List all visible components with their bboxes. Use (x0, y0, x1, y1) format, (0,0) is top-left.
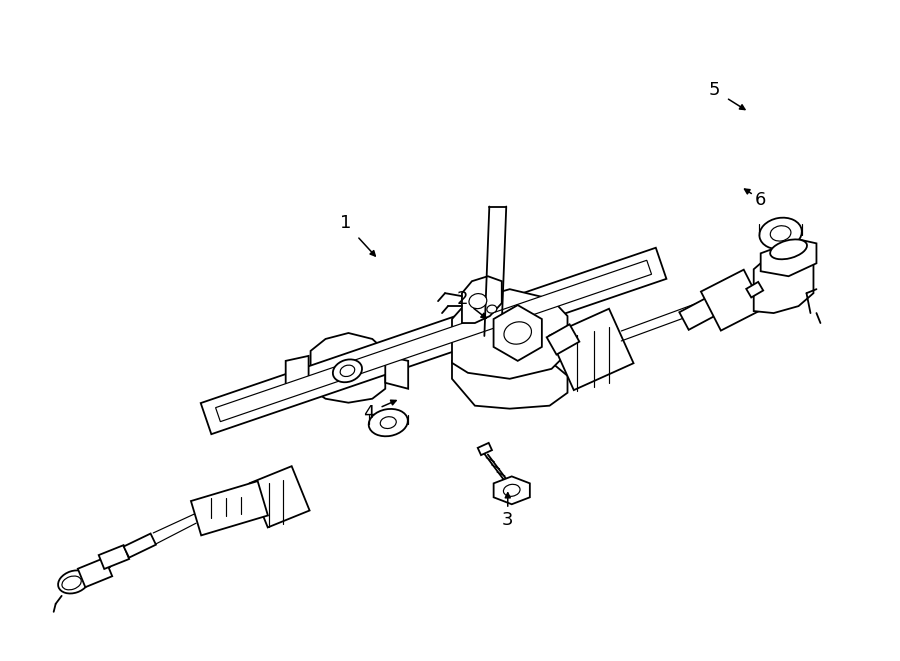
Polygon shape (77, 558, 112, 587)
Polygon shape (216, 260, 652, 422)
Polygon shape (462, 276, 502, 323)
Polygon shape (452, 351, 568, 408)
Polygon shape (191, 481, 268, 535)
Polygon shape (250, 466, 310, 527)
Ellipse shape (770, 226, 791, 241)
Polygon shape (760, 239, 816, 276)
Text: 3: 3 (502, 511, 514, 529)
Ellipse shape (503, 485, 520, 496)
Polygon shape (452, 289, 568, 379)
Ellipse shape (62, 576, 81, 590)
Ellipse shape (760, 217, 802, 249)
Text: 4: 4 (363, 404, 374, 422)
Polygon shape (201, 248, 666, 434)
Polygon shape (546, 325, 580, 354)
Text: 1: 1 (340, 214, 351, 233)
Ellipse shape (770, 239, 807, 259)
Ellipse shape (340, 365, 355, 377)
Polygon shape (99, 545, 129, 569)
Text: 5: 5 (708, 81, 720, 99)
Text: 2: 2 (456, 290, 468, 308)
Polygon shape (746, 282, 763, 297)
Ellipse shape (469, 293, 487, 309)
Polygon shape (701, 270, 764, 330)
Polygon shape (493, 305, 542, 361)
Ellipse shape (369, 409, 408, 436)
Ellipse shape (504, 322, 532, 344)
Polygon shape (478, 443, 492, 455)
Polygon shape (310, 333, 385, 403)
Polygon shape (123, 533, 156, 558)
Ellipse shape (381, 416, 396, 428)
Text: 6: 6 (755, 190, 767, 209)
Polygon shape (549, 309, 634, 390)
Polygon shape (493, 477, 530, 504)
Polygon shape (385, 356, 409, 389)
Polygon shape (285, 356, 309, 389)
Polygon shape (680, 296, 718, 330)
Polygon shape (753, 249, 814, 313)
Ellipse shape (58, 570, 89, 594)
Ellipse shape (333, 360, 362, 382)
Ellipse shape (487, 305, 497, 313)
